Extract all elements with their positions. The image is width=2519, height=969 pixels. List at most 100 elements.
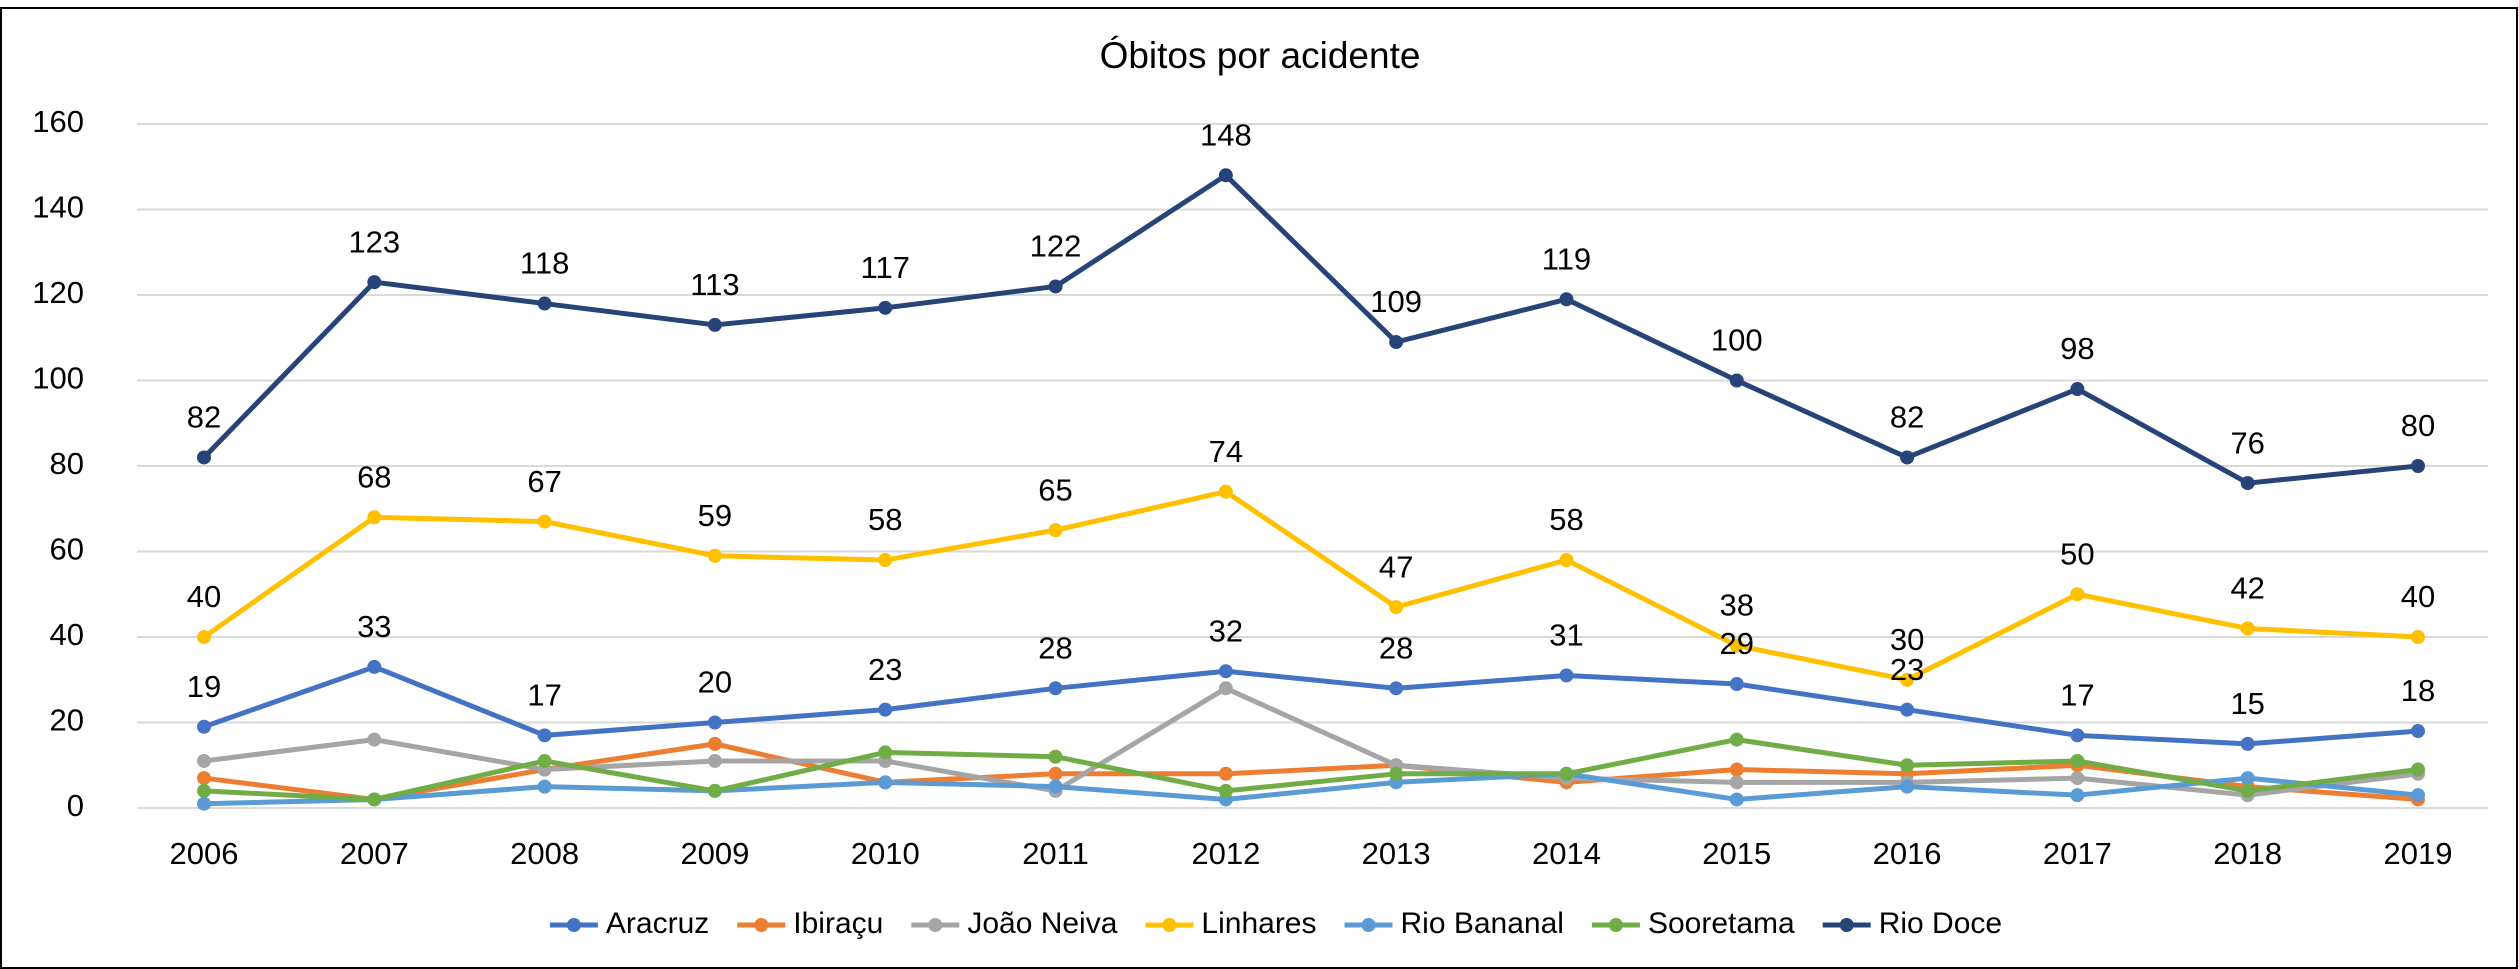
- x-tick-label: 2010: [851, 836, 920, 871]
- data-point: [1048, 681, 1063, 696]
- data-point: [878, 745, 893, 760]
- legend-label: Ibiraçu: [793, 907, 883, 940]
- y-tick-label: 140: [32, 190, 84, 225]
- data-point: [2411, 724, 2425, 739]
- data-point: [1559, 553, 1574, 568]
- data-label: 31: [1549, 618, 1583, 653]
- data-point: [1729, 373, 1744, 388]
- x-tick-label: 2007: [340, 836, 409, 871]
- data-point: [367, 510, 382, 525]
- data-point: [2411, 762, 2425, 777]
- data-label: 17: [2060, 678, 2094, 713]
- y-tick-label: 120: [32, 275, 84, 310]
- data-label: 82: [1890, 400, 1924, 435]
- data-point: [1900, 702, 1915, 717]
- data-point: [1729, 732, 1744, 747]
- data-point: [1048, 766, 1063, 781]
- data-label: 42: [2230, 571, 2264, 606]
- x-tick-label: 2014: [1532, 836, 1601, 871]
- data-point: [1389, 766, 1404, 781]
- data-label: 123: [348, 224, 400, 259]
- data-point: [2070, 771, 2085, 786]
- chart-title: Óbitos por acidente: [1100, 35, 1421, 76]
- data-point: [2070, 382, 2085, 397]
- data-point: [537, 779, 552, 794]
- data-label: 40: [2401, 579, 2435, 614]
- data-label: 109: [1370, 284, 1422, 319]
- data-point: [197, 630, 211, 644]
- data-label: 68: [357, 459, 391, 494]
- y-tick-label: 60: [50, 532, 84, 567]
- legend-label: Rio Bananal: [1400, 907, 1563, 940]
- data-point: [1218, 664, 1233, 679]
- data-point: [2411, 630, 2425, 644]
- data-point: [1729, 762, 1744, 777]
- data-label: 38: [1720, 588, 1754, 623]
- data-point: [537, 753, 552, 768]
- data-label: 59: [698, 498, 732, 533]
- data-label: 122: [1030, 229, 1082, 264]
- data-point: [197, 796, 211, 811]
- series-line: [202, 172, 2419, 486]
- data-point: [1729, 638, 1744, 653]
- data-label: 19: [187, 669, 221, 704]
- data-label: 118: [520, 246, 569, 281]
- data-label: 58: [868, 502, 902, 537]
- legend: Aracruz Ibiraçu João Neiva Linhares Rio Bana…: [549, 907, 2002, 940]
- data-label: 17: [527, 678, 561, 713]
- x-tick-label: 2013: [1362, 836, 1431, 871]
- data-point: [707, 783, 722, 798]
- y-tick-label: 0: [67, 788, 84, 823]
- data-point: [2070, 587, 2085, 602]
- legend-label: Aracruz: [606, 907, 709, 940]
- legend-marker: [928, 918, 943, 932]
- y-tick-label: 160: [32, 104, 84, 139]
- series-line: [202, 489, 2419, 683]
- data-point: [1218, 168, 1233, 183]
- data-point: [367, 792, 382, 807]
- legend-marker: [1608, 918, 1623, 932]
- legend-label: Sooretama: [1648, 907, 1795, 940]
- y-tick-label: 80: [50, 446, 84, 481]
- legend-label: João Neiva: [967, 907, 1117, 940]
- data-label: 28: [1379, 630, 1413, 665]
- data-label: 67: [527, 464, 561, 499]
- data-label: 23: [868, 652, 902, 687]
- data-label: 117: [861, 250, 910, 285]
- data-point: [878, 775, 893, 790]
- data-label: 32: [1209, 613, 1243, 648]
- data-point: [2411, 788, 2425, 803]
- data-label: 15: [2230, 686, 2264, 721]
- data-point: [1048, 749, 1063, 764]
- data-label: 148: [1200, 117, 1252, 152]
- data-point: [537, 728, 552, 743]
- legend-marker: [566, 918, 581, 932]
- data-label: 33: [357, 609, 391, 644]
- data-point: [1218, 681, 1233, 696]
- data-point: [2240, 621, 2255, 636]
- data-label: 74: [1209, 434, 1243, 469]
- data-point: [2070, 788, 2085, 803]
- data-point: [1048, 523, 1063, 538]
- data-point: [2240, 736, 2255, 751]
- x-tick-label: 2015: [1702, 836, 1771, 871]
- data-point: [707, 548, 722, 563]
- data-label: 80: [2401, 408, 2435, 443]
- data-point: [2240, 476, 2255, 491]
- x-tick-label: 2019: [2384, 836, 2453, 871]
- data-point: [1900, 758, 1915, 773]
- data-label: 47: [1379, 549, 1413, 584]
- data-point: [1729, 775, 1744, 790]
- legend-marker: [754, 918, 769, 932]
- legend-label: Linhares: [1201, 907, 1316, 940]
- data-label: 30: [1890, 622, 1924, 657]
- data-point: [707, 753, 722, 768]
- data-label: 20: [698, 665, 732, 700]
- data-point: [878, 300, 893, 315]
- data-point: [367, 659, 382, 674]
- legend-marker: [1839, 918, 1854, 932]
- data-point: [1048, 779, 1063, 794]
- data-label: 28: [1038, 630, 1072, 665]
- x-tick-label: 2018: [2213, 836, 2282, 871]
- data-point: [537, 514, 552, 529]
